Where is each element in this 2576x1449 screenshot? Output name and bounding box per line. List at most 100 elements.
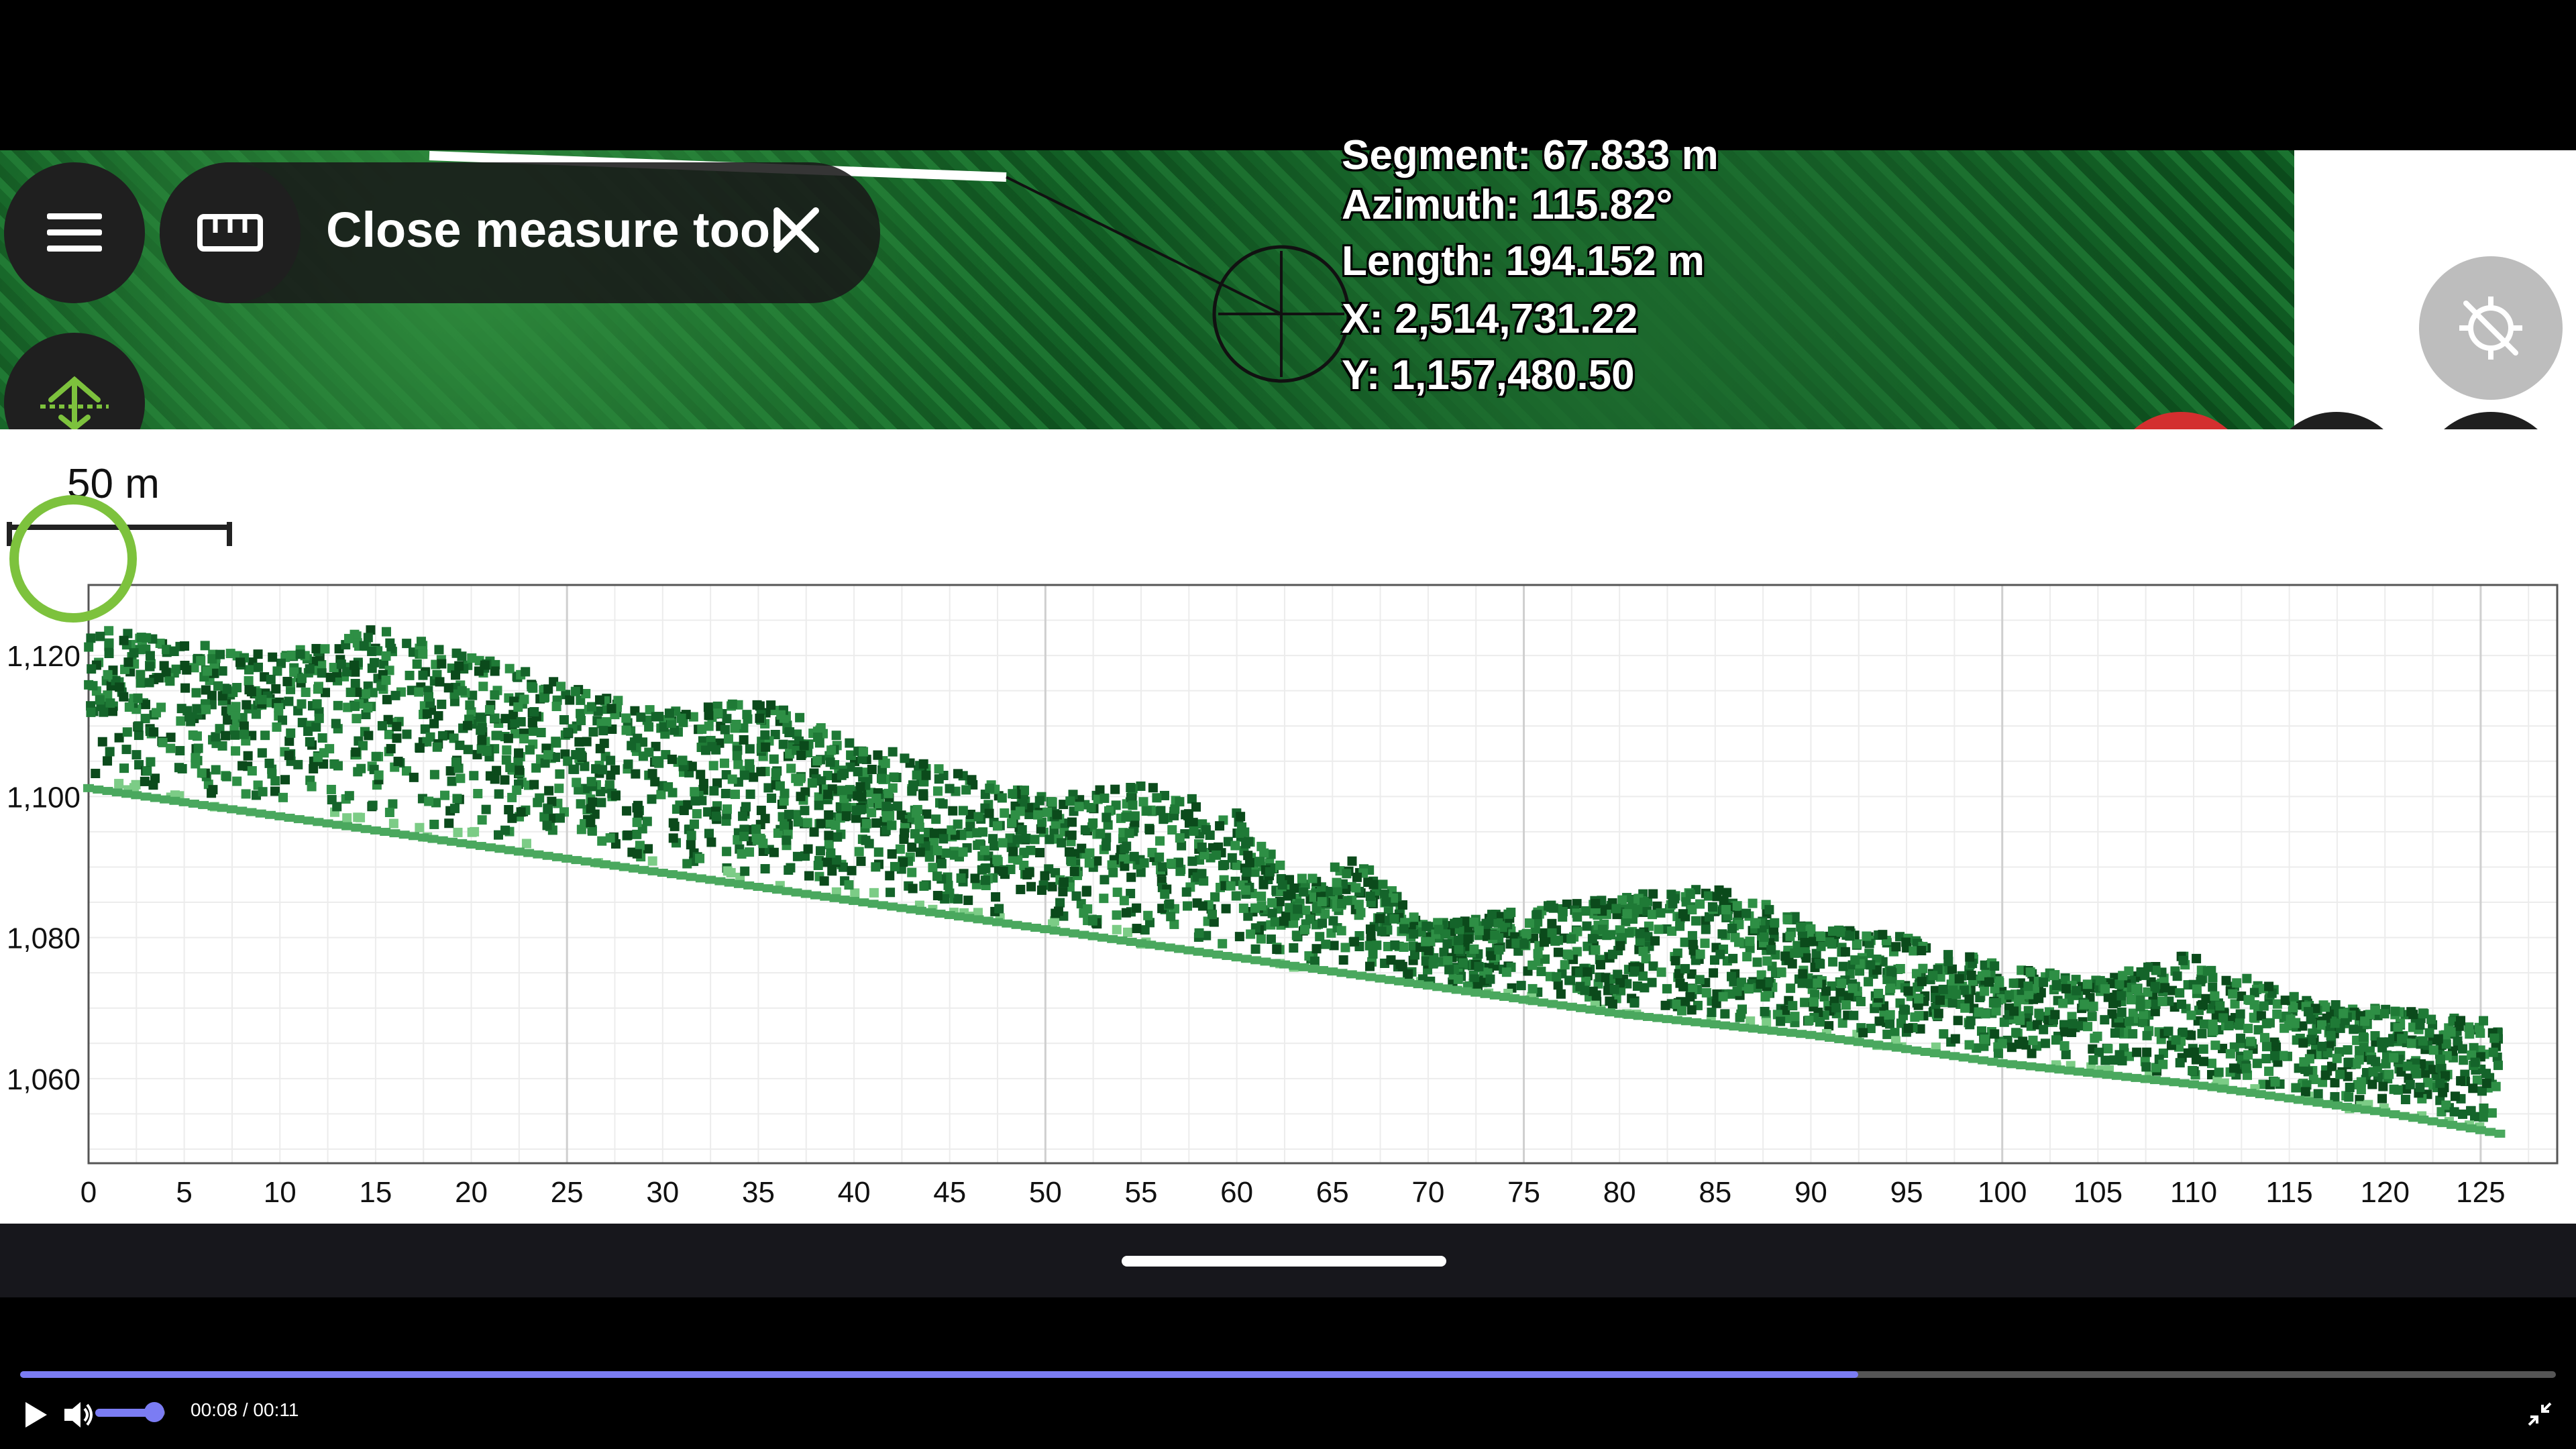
point-cloud-point — [301, 688, 311, 698]
x-tick-label: 65 — [1316, 1176, 1349, 1209]
point-cloud-point — [317, 668, 327, 678]
menu-button[interactable] — [4, 162, 145, 303]
point-cloud-point — [317, 659, 327, 669]
ground-point — [1279, 960, 1290, 969]
point-cloud-point — [2316, 1020, 2326, 1030]
point-cloud-point — [215, 649, 225, 659]
point-cloud-point — [1067, 857, 1077, 867]
point-cloud-point — [165, 676, 175, 686]
point-cloud-point — [1992, 998, 2002, 1008]
point-cloud-point — [2138, 1017, 2148, 1027]
point-cloud-point — [305, 664, 315, 674]
point-cloud-point — [2109, 1055, 2119, 1065]
point-cloud-point — [352, 714, 362, 724]
point-cloud-point — [1166, 912, 1176, 922]
point-cloud-point — [2402, 1061, 2412, 1071]
point-cloud-point — [819, 876, 829, 886]
point-cloud-point — [667, 788, 678, 798]
point-cloud-point — [2306, 1014, 2316, 1024]
point-cloud-point — [1103, 820, 1113, 830]
point-cloud-point — [1293, 904, 1303, 914]
point-cloud-point — [1519, 939, 1529, 949]
point-cloud-point — [804, 871, 814, 881]
point-cloud-point — [712, 778, 722, 788]
elevation-profile-chart[interactable]: 0 5 10 15 20 25 30 35 40 45 50 55 60 65 70 75 80 85 90 95 10… — [0, 569, 2576, 1224]
ground-point — [2331, 1101, 2343, 1110]
ground-point — [1681, 1017, 1693, 1026]
point-cloud-point — [555, 769, 565, 779]
close-measure-tool-label[interactable]: Close measure tool — [326, 202, 784, 258]
point-cloud-point — [844, 880, 854, 890]
point-cloud-point — [980, 863, 990, 873]
point-cloud-point — [2393, 1085, 2403, 1095]
point-cloud-point — [1831, 1003, 1841, 1013]
point-cloud-point — [1587, 934, 1597, 944]
point-cloud-point — [1935, 972, 1945, 982]
point-cloud-point — [1750, 918, 1760, 928]
point-cloud-point — [1197, 901, 1208, 911]
point-cloud-point — [193, 743, 203, 753]
point-cloud-point — [359, 641, 369, 651]
point-cloud-point — [741, 802, 751, 812]
point-cloud-point — [2440, 1071, 2451, 1081]
point-cloud-point — [2298, 1038, 2308, 1048]
point-cloud-point — [1227, 853, 1237, 863]
ground-point — [1145, 941, 1157, 949]
point-cloud-point — [1087, 916, 1097, 926]
ground-point — [178, 798, 190, 806]
point-cloud-point — [2208, 982, 2218, 992]
point-cloud-point — [856, 856, 866, 866]
point-cloud-point — [686, 830, 696, 841]
point-cloud-point — [2186, 1030, 2196, 1040]
point-cloud-point — [129, 648, 139, 658]
sheet-drag-handle[interactable] — [1122, 1256, 1446, 1267]
ground-point — [1690, 1018, 1702, 1026]
point-cloud-point — [540, 758, 550, 768]
ground-point — [829, 894, 841, 902]
point-cloud-point — [785, 727, 795, 737]
point-cloud-point — [1643, 932, 1653, 942]
ground-point — [1585, 1005, 1597, 1014]
point-cloud-point — [437, 731, 447, 741]
volume-slider-knob[interactable] — [144, 1402, 165, 1422]
ground-point — [1709, 1020, 1721, 1029]
point-cloud-point — [2051, 981, 2061, 991]
point-cloud-point — [732, 751, 742, 761]
ground-point — [523, 849, 535, 857]
point-cloud-point — [2006, 1042, 2017, 1053]
point-cloud-point — [2175, 1058, 2185, 1068]
point-cloud-point — [2289, 991, 2299, 1002]
point-cloud-point — [1836, 927, 1846, 937]
point-cloud-point — [1638, 947, 1648, 957]
point-cloud-point — [434, 645, 444, 655]
profile-cursor-ring[interactable] — [9, 495, 137, 623]
scale-bar-tick — [7, 522, 12, 546]
point-cloud-point — [599, 739, 609, 749]
ground-point — [351, 823, 362, 832]
point-cloud-point — [2367, 1079, 2377, 1089]
gps-toggle-button[interactable] — [2419, 256, 2563, 400]
point-cloud-point — [587, 826, 597, 836]
point-cloud-point — [914, 815, 924, 825]
fullscreen-button[interactable] — [2525, 1399, 2555, 1429]
point-cloud-point — [931, 814, 941, 824]
ground-point — [2063, 1066, 2075, 1075]
point-cloud-point — [602, 717, 612, 727]
point-cloud-point — [341, 667, 352, 677]
volume-button[interactable] — [60, 1397, 98, 1433]
point-cloud-point — [171, 664, 181, 674]
close-measure-tool-button[interactable] — [766, 200, 826, 260]
point-cloud-point — [1395, 959, 1405, 969]
point-cloud-point — [1521, 928, 1532, 938]
point-cloud-point — [1947, 998, 1957, 1008]
point-cloud-point — [2435, 1078, 2445, 1088]
point-cloud-point — [371, 751, 381, 761]
point-cloud-point — [784, 865, 794, 875]
y-tick-label: 1,100 — [7, 781, 80, 814]
ground-point — [207, 802, 219, 811]
play-button[interactable] — [19, 1398, 52, 1432]
point-cloud-point — [1762, 1018, 1772, 1028]
ruler-button[interactable] — [160, 162, 301, 303]
point-cloud-point — [475, 712, 485, 722]
point-cloud-point — [505, 763, 515, 773]
